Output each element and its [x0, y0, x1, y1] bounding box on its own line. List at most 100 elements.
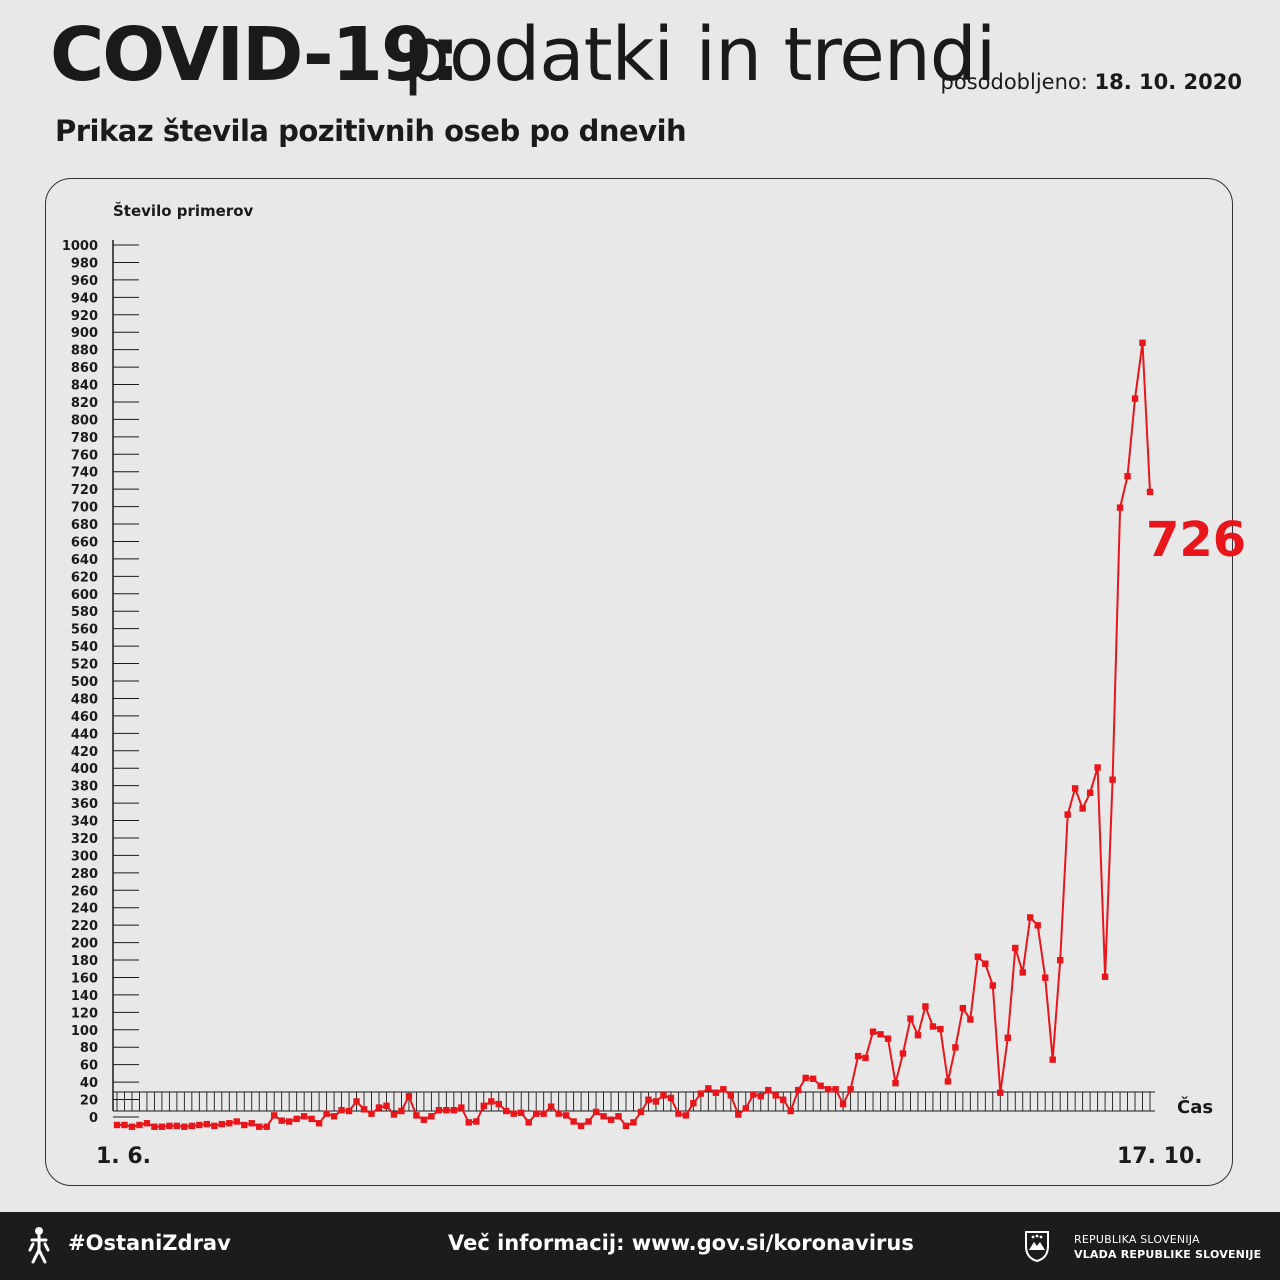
data-point — [458, 1104, 465, 1111]
data-point — [637, 1108, 645, 1116]
data-point — [750, 1091, 757, 1098]
data-point — [1056, 956, 1064, 964]
y-tick-label: 920 — [71, 309, 98, 324]
latest-value-callout: 726 — [1146, 512, 1246, 568]
y-tick-label: 740 — [71, 466, 98, 481]
data-point — [353, 1098, 360, 1105]
data-point — [832, 1086, 839, 1093]
data-point — [248, 1120, 255, 1127]
y-tick-label: 460 — [71, 710, 98, 725]
data-point — [720, 1086, 727, 1093]
data-point — [285, 1118, 293, 1125]
data-point — [345, 1107, 353, 1115]
data-point — [607, 1116, 615, 1123]
y-tick-label: 560 — [71, 623, 98, 638]
y-tick-label: 0 — [89, 1111, 98, 1126]
data-point — [959, 1004, 967, 1012]
data-point — [727, 1092, 735, 1099]
data-point — [585, 1118, 592, 1125]
data-point — [518, 1109, 525, 1116]
y-tick-label: 480 — [71, 692, 98, 707]
y-tick-label: 580 — [71, 605, 98, 620]
data-point — [390, 1111, 398, 1118]
data-point — [450, 1106, 458, 1114]
data-point — [1034, 922, 1041, 929]
data-point — [226, 1120, 233, 1127]
data-point — [735, 1111, 742, 1118]
y-tick-label: 380 — [71, 780, 98, 795]
y-tick-label: 980 — [71, 256, 98, 271]
data-point — [263, 1123, 270, 1130]
page-subtitle: Prikaz števila pozitivnih oseb po dnevih — [55, 114, 687, 148]
data-point — [503, 1107, 510, 1115]
data-point — [1139, 339, 1146, 347]
data-point — [780, 1096, 787, 1103]
data-point — [241, 1121, 248, 1129]
data-point — [944, 1078, 952, 1085]
y-tick-label: 360 — [71, 797, 98, 812]
title-light: podatki in trendi — [403, 12, 996, 98]
data-point — [645, 1096, 652, 1103]
data-point — [1124, 473, 1131, 480]
data-point — [937, 1025, 944, 1033]
data-point — [113, 1121, 121, 1129]
data-point — [1004, 1034, 1011, 1041]
y-tick-label: 80 — [80, 1041, 98, 1056]
data-point — [143, 1120, 151, 1127]
updated-note: posodobljeno: 18. 10. 2020 — [941, 72, 1242, 93]
data-point — [555, 1110, 562, 1117]
data-point — [121, 1121, 128, 1129]
data-point — [465, 1119, 473, 1126]
y-tick-label: 940 — [71, 291, 98, 306]
data-point — [158, 1123, 166, 1130]
data-point — [989, 982, 997, 989]
y-tick-label: 620 — [71, 570, 98, 585]
gov-line-1: REPUBLIKA SLOVENIJA — [1074, 1233, 1200, 1246]
data-point — [787, 1107, 794, 1115]
y-tick-label: 140 — [71, 989, 98, 1004]
data-point — [203, 1120, 211, 1128]
more-info-link[interactable]: Več informacij: www.gov.si/koronavirus — [448, 1231, 914, 1255]
data-point — [338, 1106, 345, 1114]
data-point — [1079, 805, 1086, 812]
data-point — [667, 1094, 675, 1102]
y-tick-label: 540 — [71, 640, 98, 655]
figure-icon — [28, 1227, 50, 1264]
data-point — [166, 1122, 173, 1130]
data-point — [151, 1123, 158, 1130]
y-tick-label: 700 — [71, 501, 98, 516]
y-tick-label: 300 — [71, 849, 98, 864]
data-point — [1116, 504, 1124, 511]
y-tick-label: 500 — [71, 675, 98, 690]
y-tick-label: 180 — [71, 954, 98, 969]
data-point — [742, 1105, 749, 1112]
data-point — [413, 1112, 420, 1119]
y-tick-label: 880 — [71, 344, 98, 359]
data-point — [854, 1052, 862, 1060]
chart: 0 20 40 60 80 100 120 140 160 180 200 220 240 260 280 3… — [62, 201, 1246, 1169]
data-point — [847, 1086, 854, 1093]
data-point — [398, 1107, 405, 1115]
data-point — [899, 1050, 907, 1057]
y-tick-label: 680 — [71, 518, 98, 533]
data-point — [360, 1106, 368, 1113]
data-point — [690, 1100, 697, 1107]
x-start-label: 1. 6. — [96, 1144, 151, 1169]
data-point — [982, 960, 989, 967]
data-point — [765, 1086, 772, 1094]
y-tick-label: 120 — [71, 1006, 98, 1021]
data-point — [600, 1113, 607, 1120]
data-point — [428, 1113, 435, 1120]
coat-of-arms-icon — [1025, 1231, 1049, 1262]
data-point — [997, 1089, 1004, 1096]
x-end-label: 17. 10. — [1117, 1144, 1203, 1169]
data-point — [929, 1023, 937, 1030]
y-tick-label: 1000 — [62, 239, 98, 254]
data-point — [884, 1035, 892, 1042]
series-line — [117, 341, 1151, 1128]
y-tick-label: 20 — [80, 1094, 98, 1109]
data-point — [652, 1098, 660, 1105]
data-point — [1027, 914, 1034, 921]
footer: #OstaniZdrav Več informacij: www.gov.si/… — [0, 1212, 1280, 1280]
data-point — [802, 1074, 809, 1082]
